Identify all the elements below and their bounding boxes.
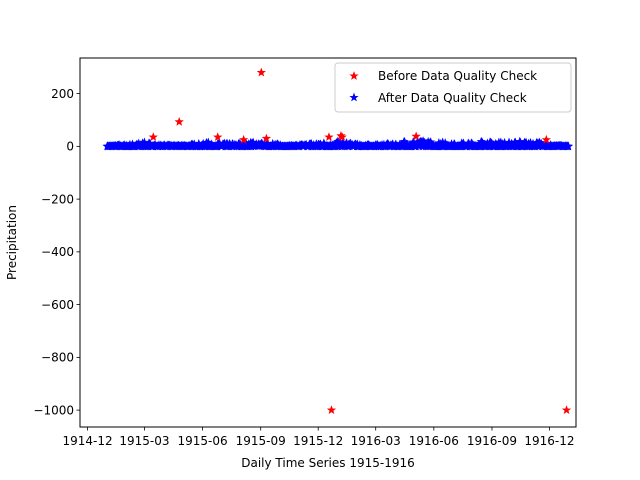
after-qc-point [438, 137, 448, 147]
after-qc-point [457, 138, 467, 148]
after-qc-point [534, 137, 544, 147]
after-qc-point [496, 137, 506, 147]
after-qc-point [222, 138, 232, 148]
legend-box [334, 62, 572, 113]
before-qc-point [239, 134, 249, 144]
before-qc-point [261, 133, 272, 143]
after-qc-point [139, 137, 150, 147]
plot-frame [79, 57, 577, 428]
x-tick-label: 1915-12 [293, 434, 343, 448]
y-tick-label: −200 [41, 192, 74, 206]
after-qc-point [399, 136, 409, 146]
before-qc-point [541, 134, 551, 144]
after-qc-point [476, 136, 486, 146]
legend-label-before: Before Data Quality Check [378, 69, 537, 83]
after-qc-point [102, 141, 112, 151]
data-points [102, 67, 574, 415]
y-tick-label: −400 [41, 245, 74, 259]
legend-label-after: After Data Quality Check [378, 91, 527, 105]
y-axis-ticks: 200 0 −200 −400 −600 −800 −1000 [33, 87, 80, 417]
before-qc-point [256, 67, 266, 77]
x-tick-label: 1916-12 [524, 434, 574, 448]
after-qc-point [178, 140, 188, 150]
legend: Before Data Quality Check After Data Qua… [334, 62, 572, 113]
x-tick-label: 1915-09 [236, 434, 286, 448]
x-tick-label: 1916-06 [409, 434, 459, 448]
x-tick-label: 1916-03 [351, 434, 401, 448]
x-tick-label: 1914-12 [63, 434, 113, 448]
before-qc-point [148, 132, 158, 142]
after-qc-point [268, 138, 278, 148]
after-qc-point [159, 140, 169, 149]
after-qc-point [352, 139, 363, 149]
after-qc-point [127, 139, 138, 149]
legend-star-before [349, 71, 359, 80]
legend-star-after [349, 92, 359, 102]
y-tick-label: −600 [41, 298, 74, 312]
after-qc-point [371, 140, 381, 149]
y-tick-label: 0 [66, 140, 74, 154]
legend-marker-before [349, 71, 359, 80]
before-qc-point [561, 405, 572, 415]
before-qc-point [324, 132, 334, 142]
after-qc-point [203, 137, 213, 147]
x-axis-ticks: 1914-12 1915-03 1915-06 1915-09 1915-12 1916-… [63, 427, 575, 448]
before-qc-point [326, 405, 337, 415]
before-qc-point [174, 116, 184, 126]
after-qc-point [248, 137, 258, 147]
after-qc-point [418, 136, 428, 146]
x-tick-label: 1916-09 [467, 434, 517, 448]
before-qc-point [213, 132, 223, 142]
y-tick-label: −1000 [33, 403, 74, 417]
x-tick-label: 1915-06 [178, 434, 228, 448]
after-qc-point [287, 140, 297, 150]
after-qc-point [114, 140, 124, 149]
before-qc-point [337, 132, 347, 142]
after-qc-point [515, 136, 525, 146]
y-axis-label: Precipitation [5, 205, 19, 280]
x-axis-label: Daily Time Series 1915-1916 [241, 456, 414, 470]
legend-marker-after [349, 92, 359, 102]
after-qc-point [306, 138, 316, 148]
after-qc-point [563, 141, 574, 151]
y-tick-label: 200 [51, 87, 74, 101]
after-qc-point [333, 136, 343, 146]
y-tick-label: −800 [41, 351, 74, 365]
before-qc-point [411, 131, 421, 141]
x-tick-label: 1915-03 [119, 434, 169, 448]
